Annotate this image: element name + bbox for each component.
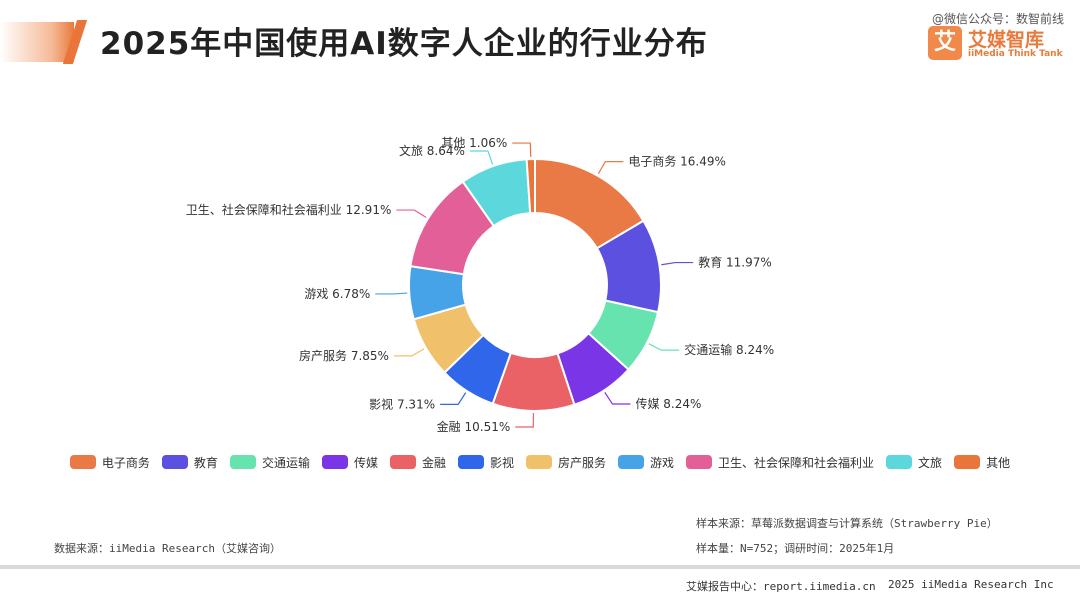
leader-line [604,391,631,405]
legend-item: 传媒 [321,454,378,471]
legend-label: 交通运输 [261,455,310,470]
data-label: 影视 7.31% [369,396,435,411]
brand-logo: 艾 艾媒智库 iiMedia Think Tank [928,26,1068,62]
legend-item: 卫生、社会保障和社会福利业 [686,454,874,471]
legend-label: 教育 [193,455,218,470]
legend-swatch [321,455,348,469]
legend-item: 金融 [389,454,446,471]
data-label: 其他 1.06% [441,136,507,150]
leader-line [440,392,467,405]
legend-label: 传媒 [353,455,378,470]
legend-swatch [954,455,981,469]
copyright-text: 2025 iiMedia Research Inc [888,578,1054,591]
legend-swatch [457,455,484,469]
data-label: 游戏 6.78% [304,287,370,301]
brand-subtitle: iiMedia Think Tank [968,49,1063,59]
leader-line [393,348,425,357]
pie-slice [525,157,536,215]
watermark-text: @微信公众号：数智前线 [931,12,1064,26]
data-label: 教育 11.97% [698,255,772,270]
legend-label: 房产服务 [558,455,607,470]
chart-legend: 电子商务 教育 交通运输 传媒 金融 影视 房产服务 游戏 卫生、社会保障和社会… [0,452,1080,472]
data-label: 电子商务 16.49% [628,154,726,169]
data-label: 传媒 8.24% [635,396,701,411]
brand-mark-icon: 艾 [928,26,962,60]
sample-size-text: 样本量：N=752；调研时间：2025年1月 [696,542,895,555]
brand-name: 艾媒智库 [968,29,1045,51]
leader-line [512,142,532,158]
leader-line [515,412,535,428]
data-label: 文旅 8.64% [399,143,465,158]
data-label: 房产服务 7.85% [299,348,389,363]
leader-line [648,343,680,351]
legend-swatch [161,455,188,469]
legend-label: 其他 [986,455,1011,470]
legend-label: 文旅 [918,455,943,470]
legend-item: 文旅 [886,454,942,471]
data-source-text: 数据来源：iiMedia Research（艾媒咨询） [54,542,281,555]
legend-item: 交通运输 [229,454,310,471]
legend-item: 游戏 [618,454,674,471]
sample-source-text: 样本来源：草莓派数据调查与计算系统（Strawberry Pie） [696,517,998,530]
title-accent-bar [0,22,74,62]
data-label: 卫生、社会保障和社会福利业 12.91% [186,202,392,217]
data-label: 交通运输 8.24% [684,342,774,357]
page-title: 2025年中国使用AI数字人企业的行业分布 [100,26,708,62]
report-center-text: 艾媒报告中心：report.iimedia.cn [686,580,876,593]
data-label: 金融 10.51% [437,419,511,434]
legend-item: 影视 [457,454,514,471]
legend-label: 游戏 [650,455,675,470]
legend-swatch [886,455,913,469]
legend-swatch [229,455,256,469]
legend-swatch [69,455,96,469]
leader-line [469,150,494,165]
leader-line [597,161,624,175]
legend-label: 卫生、社会保障和社会福利业 [718,455,875,470]
leader-line [661,261,694,266]
legend-swatch [526,455,552,469]
legend-swatch [618,455,645,469]
footer-divider [0,565,1080,569]
legend-label: 电子商务 [101,455,150,470]
leader-line [396,209,427,218]
legend-label: 金融 [421,455,446,470]
legend-item: 电子商务 [69,454,150,471]
legend-label: 影视 [489,455,514,470]
legend-item: 教育 [161,454,218,471]
legend-swatch [389,455,416,469]
legend-item: 其他 [954,454,1010,471]
legend-item: 房产服务 [526,454,606,471]
legend-swatch [686,455,713,469]
leader-line [375,292,408,295]
